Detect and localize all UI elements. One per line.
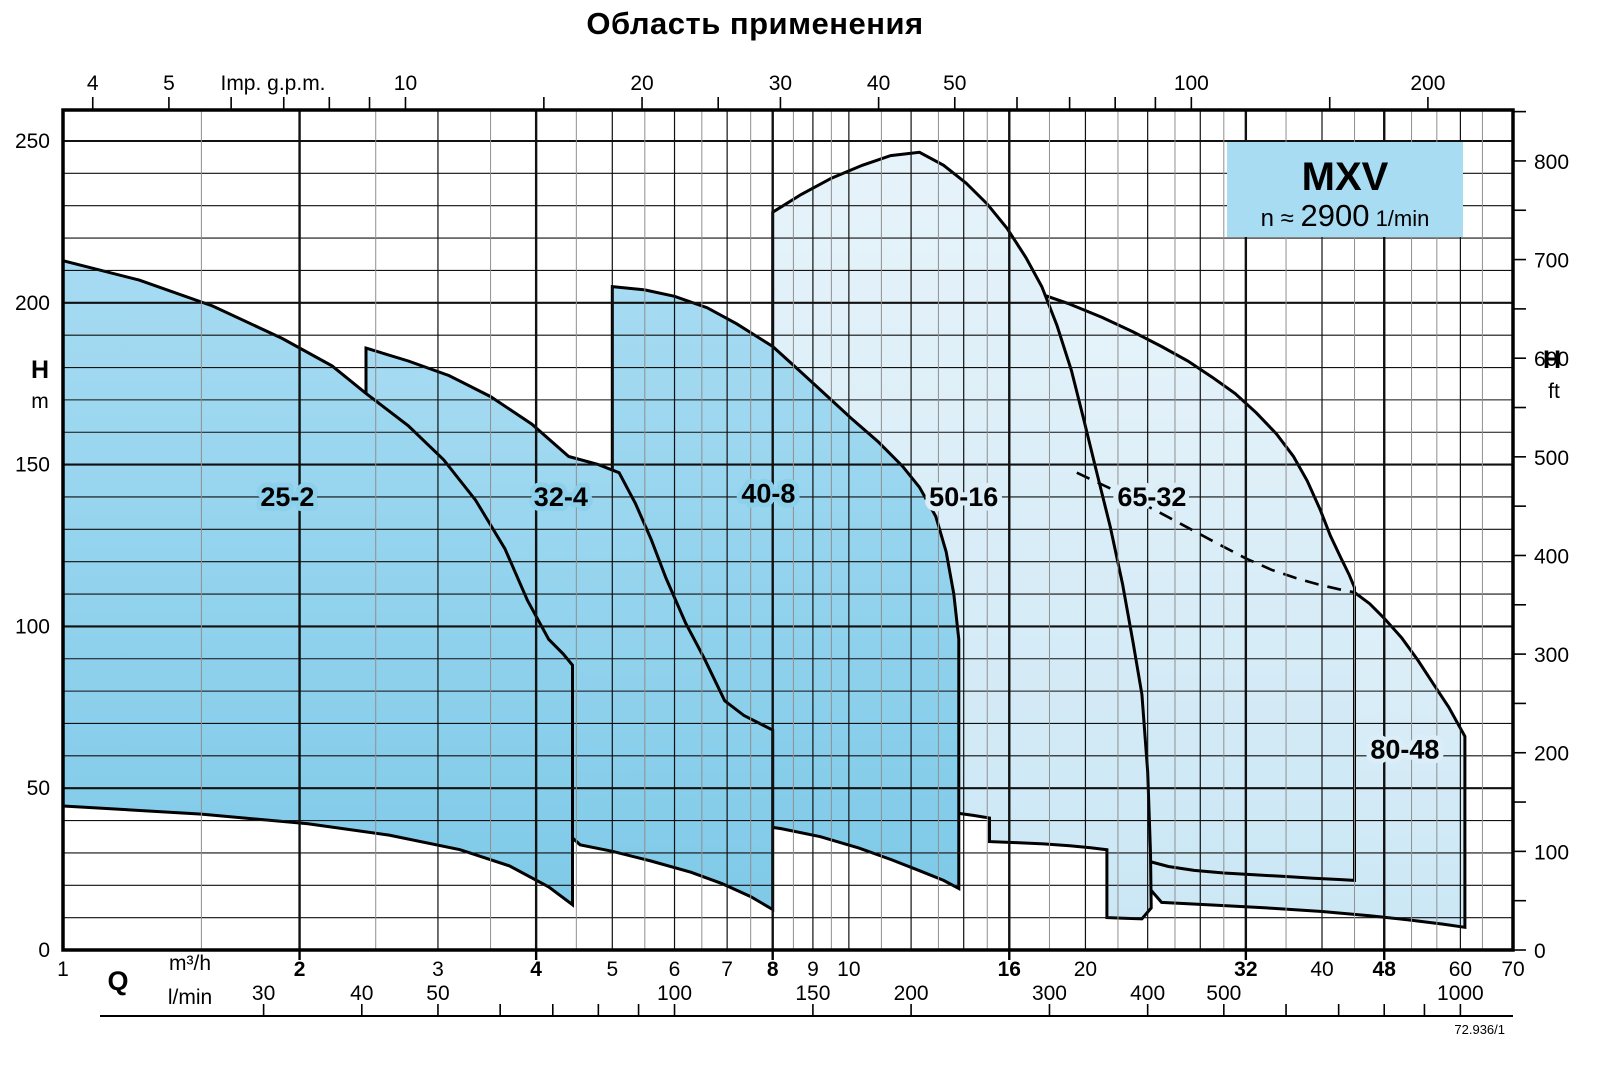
model-badge-box — [1227, 142, 1463, 237]
region-label-32-4: 32-4 — [534, 482, 588, 512]
axis-tick-label: 20 — [630, 72, 653, 95]
axis-tick-label: 10 — [837, 958, 860, 981]
axis-tick-label: 300 — [1032, 982, 1067, 1005]
axis-tick-label: 20 — [1074, 958, 1097, 981]
axis-unit-m: m — [31, 390, 49, 413]
axis-tick-label: 5 — [163, 72, 175, 95]
page-title: Область применения — [586, 6, 924, 41]
axis-tick-label: 100 — [657, 982, 692, 1005]
axis-tick-label: 700 — [1534, 250, 1569, 273]
axis-tick-label: 400 — [1130, 982, 1165, 1005]
axis-tick-label: 250 — [15, 130, 50, 153]
axis-tick-label: 400 — [1534, 545, 1569, 568]
axis-tick-label: 70 — [1501, 958, 1524, 981]
model-speed: n ≈ 2900 1/min — [1261, 198, 1430, 233]
region-label-80-48: 80-48 — [1370, 734, 1439, 764]
axis-tick-label: 200 — [1410, 72, 1445, 95]
axis-tick-label: 48 — [1373, 958, 1397, 981]
axis-tick-label: 500 — [1206, 982, 1241, 1005]
axis-tick-label: 10 — [394, 72, 417, 95]
axis-tick-label: 4 — [87, 72, 99, 95]
axis-unit-m3h: m³/h — [169, 952, 211, 975]
axis-bottom-m3h: 1 2 3 4 5 6 7 8 9 10 16 20 32 40 48 60 70 m³/h Q — [57, 950, 1525, 996]
axis-tick-label: 16 — [998, 958, 1021, 981]
axis-tick-label: 50 — [426, 982, 449, 1005]
axis-symbol-h-right: H — [1543, 346, 1561, 374]
axis-symbol-h-left: H — [31, 356, 49, 384]
axis-tick-label: 5 — [606, 958, 618, 981]
axis-tick-label: 40 — [1310, 958, 1333, 981]
axis-tick-label: 100 — [1174, 72, 1209, 95]
axis-tick-label: 200 — [894, 982, 929, 1005]
axis-tick-label: 7 — [721, 958, 733, 981]
axis-tick-label: 2 — [294, 958, 306, 981]
axis-tick-label: 150 — [795, 982, 830, 1005]
region-label-25-2: 25-2 — [260, 482, 314, 512]
axis-tick-label: 500 — [1534, 447, 1569, 470]
axis-tick-label: 1000 — [1437, 982, 1484, 1005]
axis-tick-label: 300 — [1534, 644, 1569, 667]
axis-left-m: 0 50 100 150 200 250 Hm — [15, 130, 50, 962]
axis-tick-label: 32 — [1234, 958, 1257, 981]
region-label-65-32: 65-32 — [1117, 482, 1186, 512]
axis-tick-label: 40 — [867, 72, 890, 95]
axis-tick-label: 30 — [769, 72, 792, 95]
axis-top-gpm: 4 5 10 20 30 40 50 100 200 Imp. g.p.m. — [87, 72, 1445, 110]
axis-tick-label: 600 — [1534, 348, 1569, 371]
axis-tick-label: 50 — [27, 777, 50, 800]
region-25-2 — [63, 259, 574, 908]
plot-border — [61, 108, 1515, 952]
model-name: MXV — [1302, 155, 1389, 199]
axis-tick-label: 200 — [15, 292, 50, 315]
pump-regions — [63, 150, 1467, 930]
figure-number: 72.936/1 — [1454, 1022, 1505, 1037]
axis-tick-label: 0 — [1534, 940, 1546, 963]
axis-tick-label: 0 — [38, 939, 50, 962]
axis-tick-label: 4 — [530, 958, 542, 981]
axis-symbol-q: Q — [107, 966, 128, 996]
axis-tick-label: 800 — [1534, 151, 1569, 174]
axis-tick-label: 200 — [1534, 743, 1569, 766]
axis-tick-label: 100 — [15, 615, 50, 638]
axis-tick-label: 8 — [767, 958, 779, 981]
region-label-50-16: 50-16 — [929, 482, 998, 512]
axis-unit-imp-gpm: Imp. g.p.m. — [220, 72, 325, 95]
axis-unit-ft: ft — [1548, 380, 1560, 403]
axis-right-ft: 0 100 200 300 400 500 600 700 800 Hft — [1513, 110, 1569, 963]
axis-tick-label: 60 — [1449, 958, 1472, 981]
region-labels: 80-48 65-32 50-16 40-8 32-4 25-2 — [255, 474, 1444, 770]
axis-tick-label: 9 — [807, 958, 819, 981]
axis-tick-label: 6 — [669, 958, 681, 981]
axis-tick-label: 50 — [943, 72, 966, 95]
axis-tick-label: 40 — [350, 982, 373, 1005]
axis-unit-lmin: l/min — [168, 986, 212, 1009]
axis-bottom-lmin: 30 40 50 100 150 200 300 400 500 1000 l/min — [100, 982, 1513, 1017]
axis-tick-label: 1 — [57, 958, 69, 981]
axis-tick-label: 100 — [1534, 841, 1569, 864]
axis-tick-label: 150 — [15, 454, 50, 477]
axis-tick-label: 30 — [252, 982, 275, 1005]
region-label-40-8: 40-8 — [741, 479, 795, 509]
axis-tick-label: 3 — [432, 958, 444, 981]
